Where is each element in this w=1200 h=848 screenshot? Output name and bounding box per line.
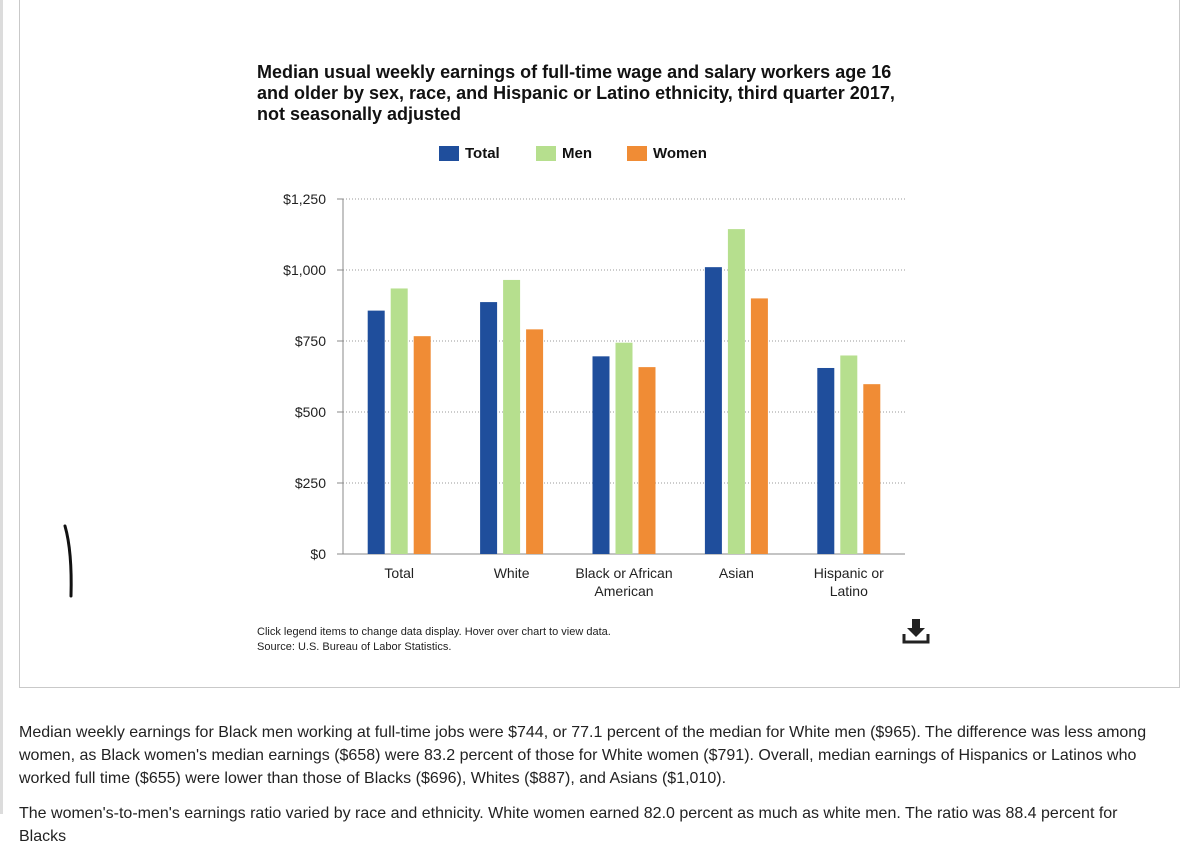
legend-swatch-men [536,146,556,161]
page-left-border [0,0,3,814]
bar-women-1[interactable] [526,329,544,554]
bar-women-0[interactable] [413,336,431,554]
bar-total-0[interactable] [367,310,385,554]
x-tick-label: Asian [719,565,754,581]
legend-swatch-women [627,146,647,161]
legend-label-women: Women [653,145,707,162]
article-paragraph-2: The women's-to-men's earnings ratio vari… [19,805,1118,845]
y-tick-label: $250 [295,475,326,491]
legend-label-men: Men [562,145,592,162]
chart-hint: Click legend items to change data displa… [257,626,611,638]
bar-total-1[interactable] [480,302,498,554]
legend-label-total: Total [465,145,500,162]
x-tick-label: Total [384,565,414,581]
bar-women-4[interactable] [863,384,881,554]
y-tick-label: $750 [295,333,326,349]
legend-swatch-total [439,146,459,161]
bar-men-0[interactable] [390,288,408,554]
y-tick-label: $1,250 [283,191,326,207]
download-button[interactable] [902,617,930,645]
x-tick-label: White [494,565,530,581]
bar-women-2[interactable] [638,367,656,554]
x-tick-label: Latino [830,583,868,599]
x-tick-label: Black or African [575,565,672,581]
y-tick-label: $0 [310,546,326,562]
bar-men-2[interactable] [615,342,633,554]
bar-men-4[interactable] [840,355,858,554]
x-tick-label: American [594,583,653,599]
bar-total-3[interactable] [704,267,722,554]
chart-title: Median usual weekly earnings of full-tim… [257,62,895,124]
bar-men-1[interactable] [503,279,521,554]
chart-source: Source: U.S. Bureau of Labor Statistics. [257,641,452,653]
bar-total-4[interactable] [817,367,835,554]
legend-item-women[interactable]: Women [627,145,707,162]
bar-total-2[interactable] [592,356,610,554]
chart-legend: Total Men Women [0,145,1200,165]
download-icon [902,619,930,644]
bar-women-3[interactable] [750,298,768,554]
y-tick-label: $500 [295,404,326,420]
handwritten-stroke [63,524,73,598]
article-paragraph-1: Median weekly earnings for Black men wor… [19,724,1147,787]
y-tick-label: $1,000 [283,262,326,278]
chart-panel [19,0,1180,688]
x-tick-label: Hispanic or [814,565,884,581]
legend-item-total[interactable]: Total [439,145,500,162]
bar-men-3[interactable] [727,229,745,554]
legend-item-men[interactable]: Men [536,145,592,162]
bar-chart[interactable]: $0 $250 $500 $750 $1,000 $1,250 Total White Blac… [0,0,1200,814]
